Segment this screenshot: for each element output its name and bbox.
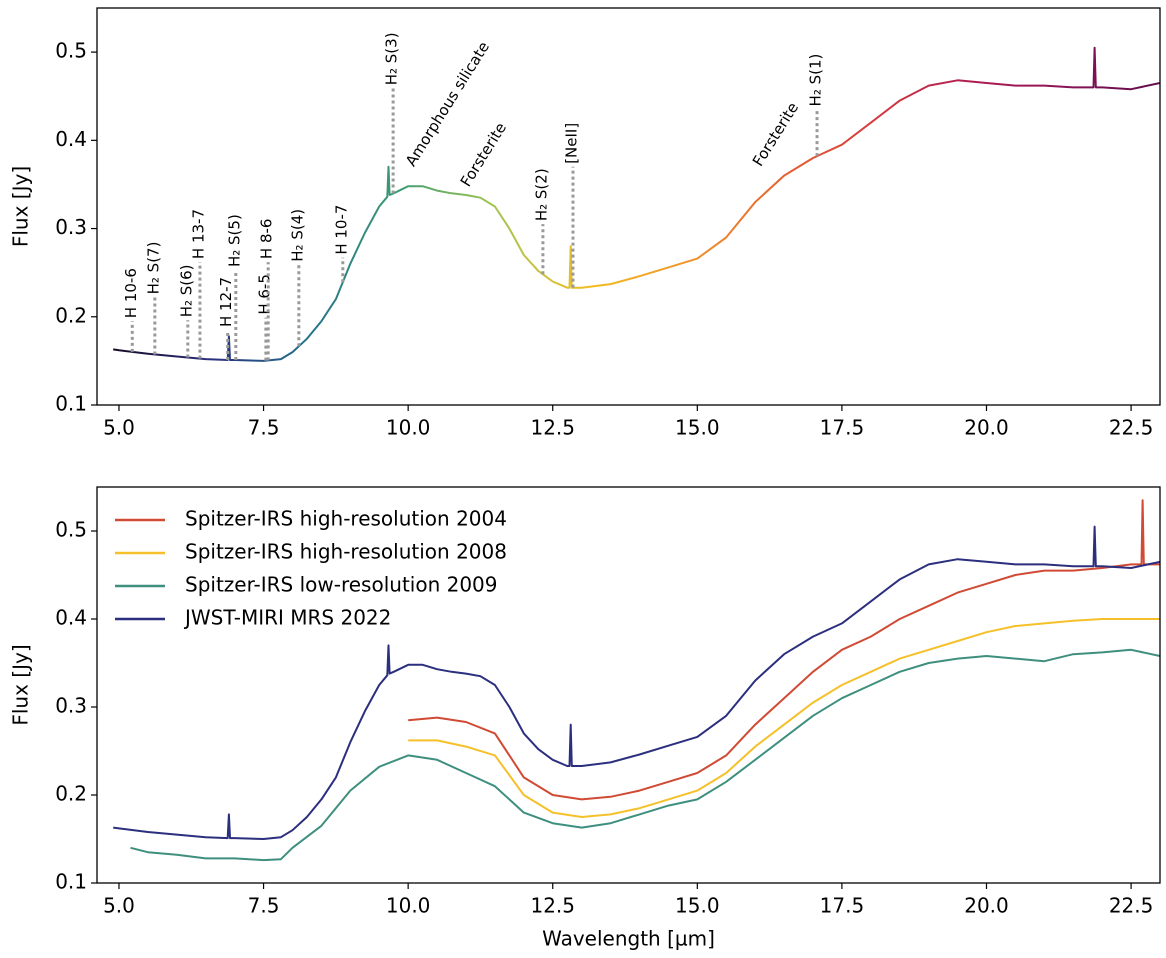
x-tick-label: 17.5 [820, 894, 865, 918]
x-tick-label: 7.5 [248, 894, 280, 918]
panel: 5.0 7.5 10.0 12.5 15.0 17.5 20.0 22.5 0.1 0.2 0.3 0… [9, 486, 1161, 951]
annotation-label: H₂ S(1) [807, 54, 825, 107]
series-line [130, 648, 1160, 862]
y-axis-label: Flux [Jy] [9, 644, 33, 725]
y-tick-label: 0.3 [55, 215, 87, 239]
legend-label: Spitzer-IRS high-resolution 2008 [185, 540, 507, 564]
annotation-label: H 8-6 [258, 219, 276, 260]
annotation-label: H₂ S(2) [532, 168, 550, 221]
series-line [113, 525, 1160, 840]
y-tick-label: 0.2 [55, 782, 87, 806]
y-axis-label: Flux [Jy] [9, 166, 33, 247]
x-tick-label: 10.0 [386, 894, 431, 918]
y-tick-label: 0.1 [55, 392, 87, 416]
annotation-label: H₂ S(4) [288, 209, 306, 262]
x-tick-label: 12.5 [530, 416, 575, 440]
y-tick-label: 0.3 [55, 694, 87, 718]
x-axis-label: Wavelength [µm] [542, 927, 715, 951]
legend-label: Spitzer-IRS high-resolution 2004 [185, 507, 507, 531]
series-line [408, 499, 1160, 801]
x-tick-label: 5.0 [103, 894, 135, 918]
x-tick-label: 20.0 [964, 416, 1009, 440]
annotation-label: H 10-6 [122, 268, 140, 318]
x-tick-label: 17.5 [820, 416, 865, 440]
plot-area [113, 46, 1160, 362]
x-tick-label: 20.0 [964, 894, 1009, 918]
legend-label: Spitzer-IRS low-resolution 2009 [185, 573, 498, 597]
annotation-label: [NeII] [562, 123, 580, 164]
plot-area [113, 499, 1160, 862]
feature-label: Forsterite [749, 99, 802, 169]
annotation-label: H 6-5 [255, 274, 273, 315]
x-tick-label: 12.5 [530, 894, 575, 918]
x-tick-label: 15.0 [675, 416, 720, 440]
x-tick-label: 22.5 [1109, 894, 1154, 918]
y-tick-label: 0.5 [55, 39, 87, 63]
annotation-label: H₂ S(5) [225, 214, 243, 267]
axes-frame [96, 486, 1161, 884]
x-tick-label: 7.5 [248, 416, 280, 440]
annotation-label: H₂ S(6) [177, 264, 195, 317]
spectrum-line [113, 46, 1160, 362]
annotation-label: H₂ S(7) [144, 242, 162, 295]
annotation-label: H 12-7 [217, 277, 235, 327]
y-tick-label: 0.5 [55, 518, 87, 542]
y-tick-label: 0.4 [55, 127, 87, 151]
y-tick-label: 0.1 [55, 870, 87, 894]
x-tick-label: 10.0 [386, 416, 431, 440]
y-tick-label: 0.4 [55, 606, 87, 630]
x-tick-label: 22.5 [1109, 416, 1154, 440]
y-tick-label: 0.2 [55, 303, 87, 327]
series-line [408, 618, 1160, 818]
annotation-label: H 10-7 [332, 205, 350, 255]
annotation-label: H 13-7 [189, 209, 207, 259]
panel: 5.0 7.5 10.0 12.5 15.0 17.5 20.0 22.5 0.1 0.2 0.3 0… [9, 7, 1161, 440]
x-tick-label: 5.0 [103, 416, 135, 440]
legend-label: JWST-MIRI MRS 2022 [183, 606, 391, 630]
x-tick-label: 15.0 [675, 894, 720, 918]
annotation-label: H₂ S(3) [383, 32, 401, 85]
feature-label: Forsterite [457, 119, 510, 189]
axes-frame [96, 7, 1161, 406]
